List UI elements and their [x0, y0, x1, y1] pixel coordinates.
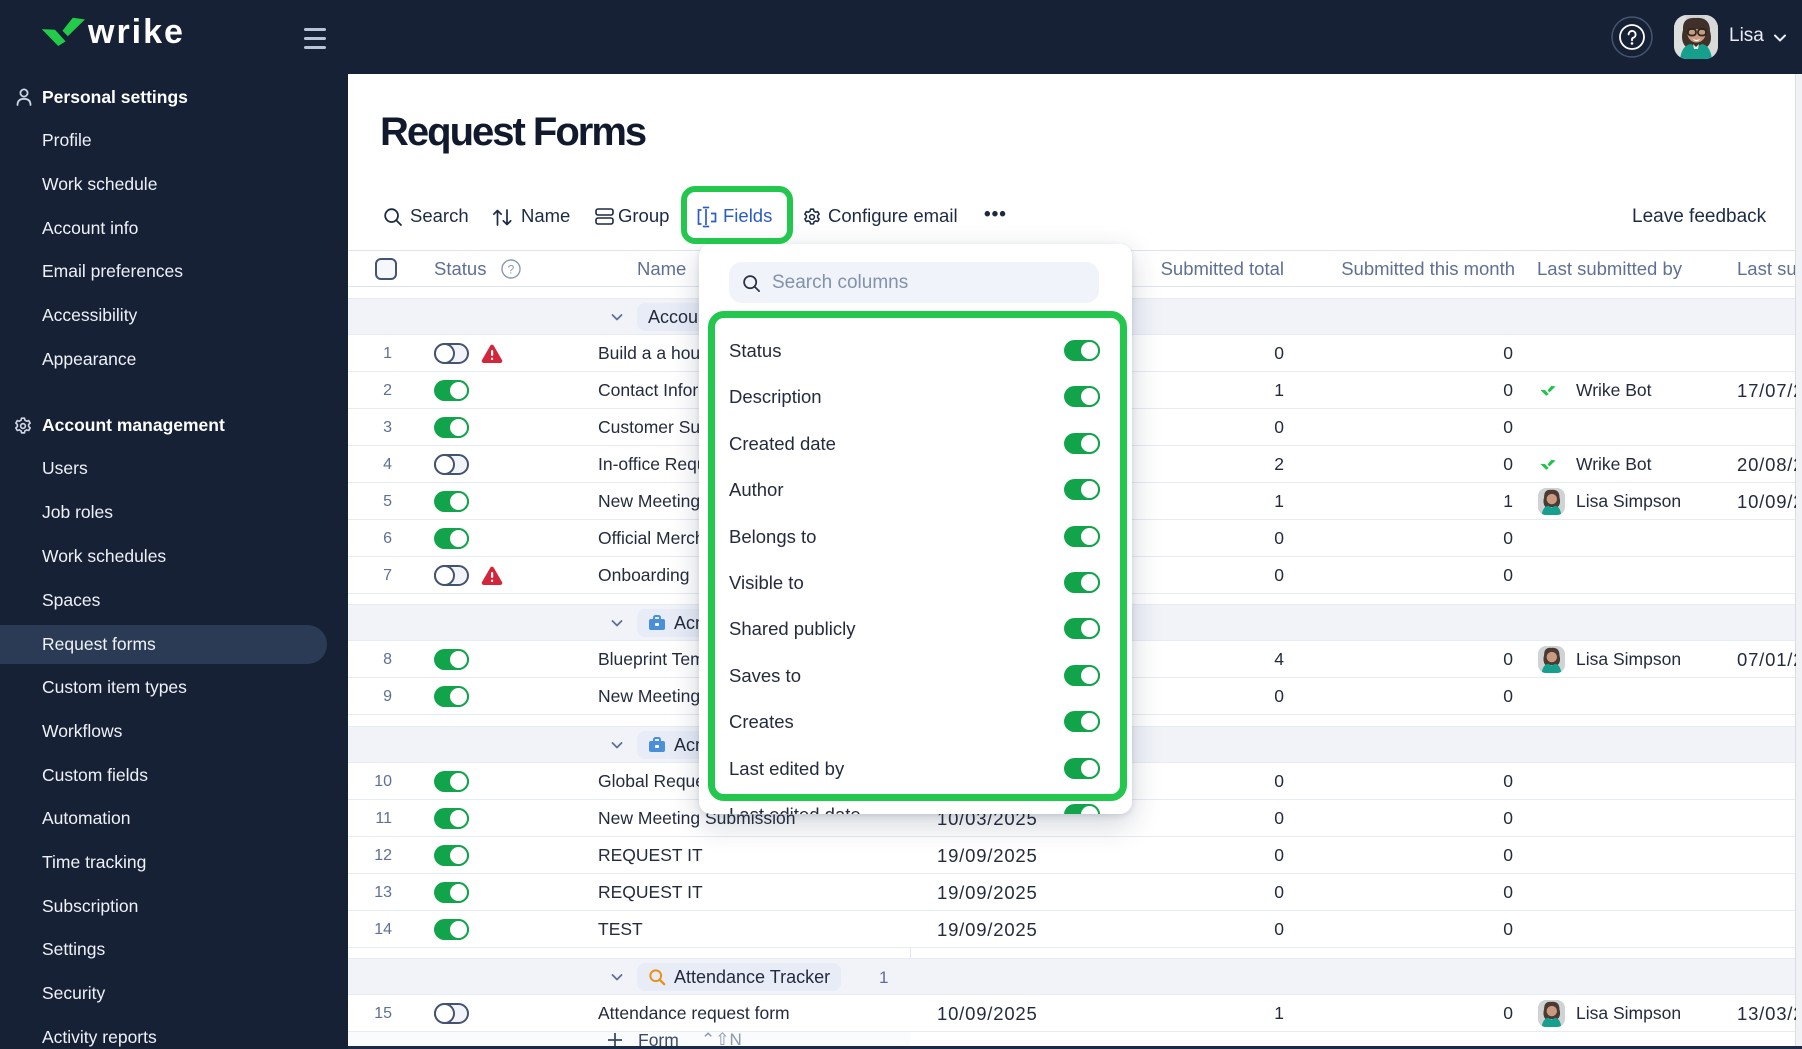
svg-text:?: ? — [508, 263, 515, 277]
